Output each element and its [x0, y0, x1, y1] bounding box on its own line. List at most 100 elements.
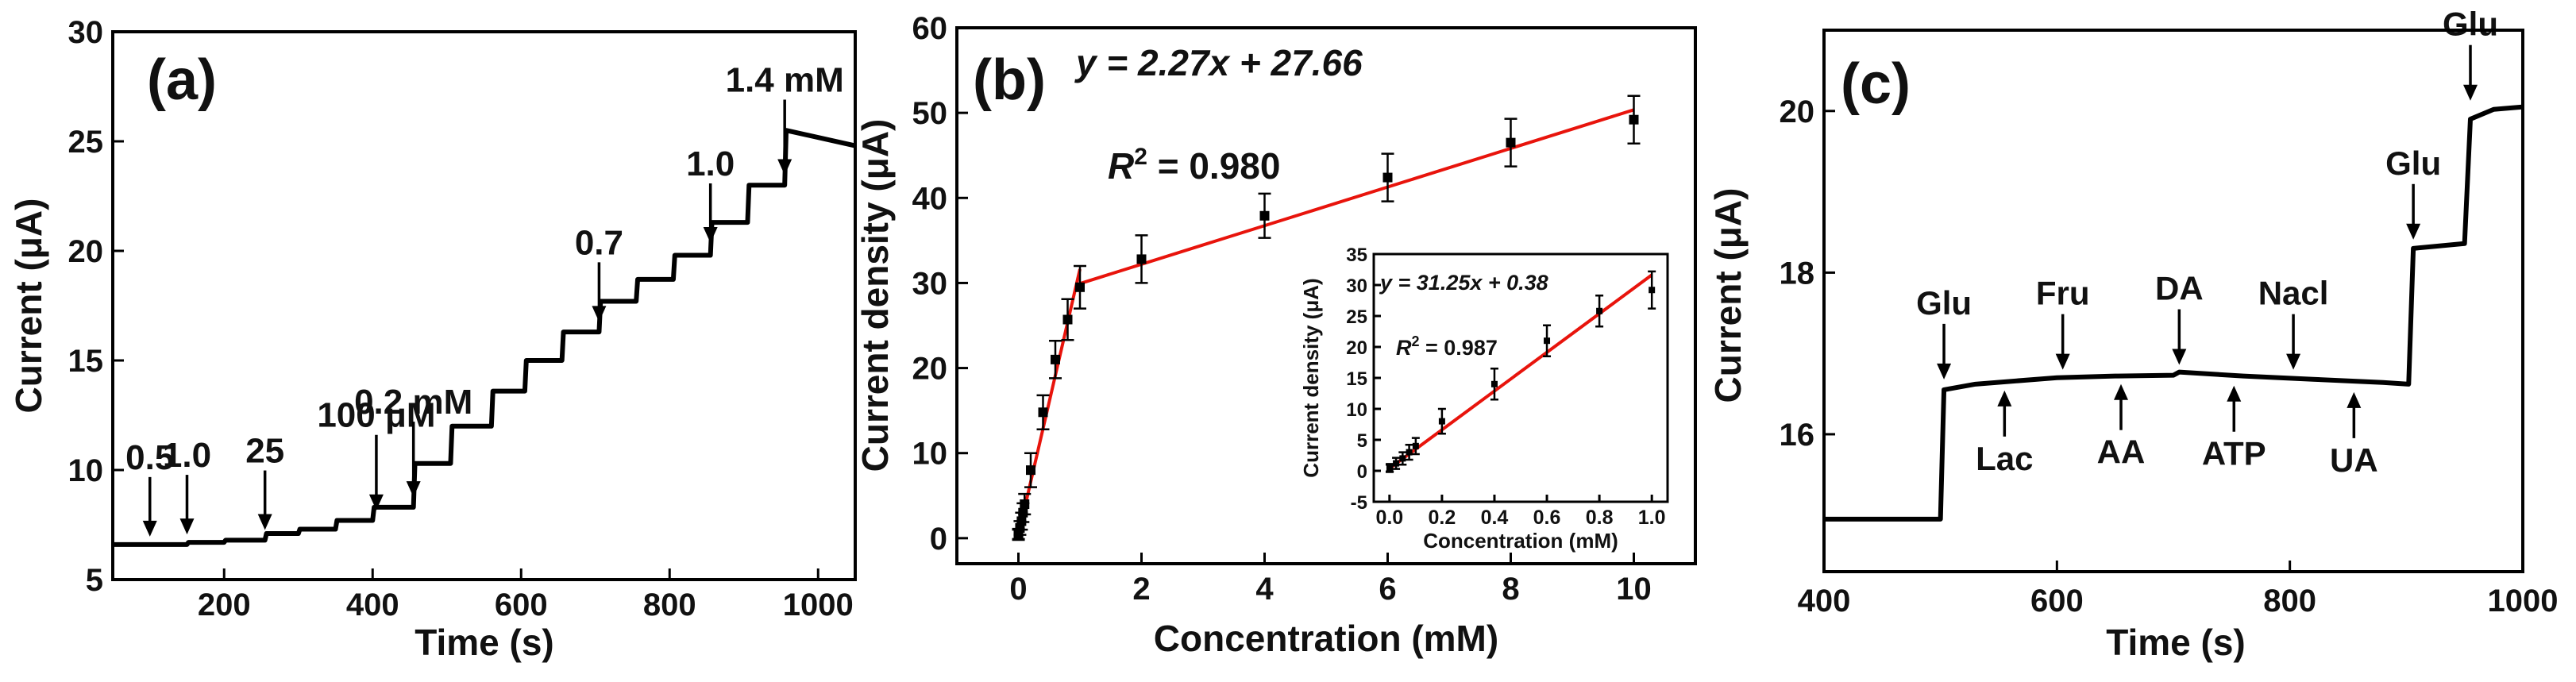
panel-c-x-tick-label: 800	[2263, 584, 2316, 618]
inset-fit-line	[1388, 273, 1653, 470]
panel-c-annotation: AA	[2097, 433, 2146, 471]
panel-b-x-tick-label: 2	[1132, 572, 1150, 607]
panel-c-annotation: Glu	[1916, 284, 1972, 322]
panel-c-annotation: ATP	[2202, 435, 2266, 472]
inset-r-squared: R2 = 0.987	[1396, 333, 1498, 360]
panel-c-x-axis-title: Time (s)	[2106, 622, 2246, 663]
panel-c-arrowhead	[2172, 349, 2187, 365]
panel-b-x-tick-label: 0	[1009, 572, 1027, 607]
inset-marks: 0.0 0.2 0.4 0.6 0.8 1.0 -5 0 5 10 15 20 25 30 35	[1346, 245, 1665, 529]
panel-b-y-tick-label: 50	[912, 96, 948, 131]
panel-a-arrowhead	[368, 494, 384, 511]
inset-x-tick-label: 0.8	[1586, 507, 1614, 529]
panel-c-arrowhead	[2406, 223, 2421, 240]
panel-b-x-tick-label: 6	[1379, 572, 1396, 607]
panel-c-annotation: DA	[2155, 270, 2204, 307]
panel-c-y-axis-title: Current (μA)	[1707, 188, 1749, 403]
panel-b-data-point	[1506, 137, 1516, 148]
panel-a-x-tick-label: 600	[495, 588, 548, 622]
panel-c-arrowhead	[2055, 353, 2070, 370]
panel-a-x-axis-title: Time (s)	[415, 622, 554, 663]
panel-a-current-trace	[113, 128, 856, 547]
panel-a-y-tick-label: 25	[68, 125, 104, 160]
inset-y-tick-label: 30	[1346, 275, 1367, 297]
panel-b-data-point	[1259, 210, 1270, 221]
panel-b-data-point	[1018, 507, 1028, 518]
inset-x-tick-label: 0.0	[1375, 507, 1403, 529]
panel-b-x-tick-label: 8	[1502, 572, 1519, 607]
panel-a-annotation: 25	[245, 432, 284, 471]
panel-c-marks: 400 600 800 1000 16 18 20 Glu Lac Fru AA DA ATP Nacl U…	[1780, 6, 2559, 618]
panel-b-y-tick-label: 40	[912, 181, 948, 216]
panel-a-y-tick-label: 20	[68, 234, 104, 269]
panel-b-y-tick-label: 20	[912, 352, 948, 387]
panel-c-arrowhead	[2227, 385, 2242, 402]
panel-a-annotation: 100 μM	[317, 396, 435, 435]
panel-c-arrowhead	[2463, 84, 2478, 101]
panel-c: 400 600 800 1000 16 18 20 Glu Lac Fru AA DA ATP Nacl U…	[1707, 6, 2558, 663]
panel-c-x-tick-label: 400	[1798, 584, 1851, 618]
panel-c-frame	[1822, 29, 2524, 573]
panel-c-label: (c)	[1841, 52, 1911, 116]
panel-b-data-point	[1075, 282, 1085, 292]
panel-b-r2-symbol: R	[1108, 145, 1134, 187]
panel-a-annotation: 0.7	[575, 223, 623, 262]
panel-c-annotation: Fru	[2036, 275, 2090, 312]
panel-b-x-axis-title: Concentration (mM)	[1154, 618, 1498, 659]
inset-y-tick-label: 0	[1357, 461, 1367, 483]
panel-b-fit-line	[1016, 268, 1082, 536]
panel-a-x-tick-label: 1000	[783, 588, 854, 622]
inset-x-axis-title: Concentration (mM)	[1423, 529, 1618, 553]
inset-r2-superscript: 2	[1412, 333, 1420, 349]
inset-y-tick-label: 20	[1346, 337, 1367, 359]
inset-x-tick-label: 0.6	[1533, 507, 1561, 529]
panel-b-data-point	[1051, 354, 1060, 364]
panel-a-x-tick-label: 400	[346, 588, 399, 622]
panel-c-y-tick-label: 16	[1780, 418, 1815, 453]
panel-a-arrowhead	[592, 306, 607, 322]
panel-b-data-point	[1629, 114, 1639, 125]
inset-data-point	[1649, 287, 1656, 294]
panel-b-r2-value: = 0.980	[1147, 145, 1281, 187]
panel-a-annotation: 0.5	[125, 438, 174, 477]
inset-fit-equation: y = 31.25x + 0.38	[1379, 271, 1548, 295]
panel-a-arrowhead	[179, 518, 195, 535]
panel-c-arrowhead	[2286, 353, 2301, 370]
inset-data-point	[1596, 307, 1603, 314]
inset-x-tick-label: 0.4	[1481, 507, 1509, 529]
panel-b-data-point	[1136, 254, 1147, 264]
panel-a-y-tick-label: 30	[68, 15, 104, 50]
panel-c-y-tick-label: 20	[1780, 94, 1815, 129]
panel-b-label: (b)	[973, 48, 1046, 112]
inset-data-point	[1438, 418, 1445, 425]
panel-c-y-tick-label: 18	[1780, 256, 1815, 291]
panel-b-y-tick-label: 10	[912, 437, 948, 472]
inset-y-tick-label: 25	[1346, 306, 1367, 328]
panel-b-fit-equation: y = 2.27x + 27.66	[1074, 42, 1363, 83]
panel-a-annotation: 1.4 mM	[726, 60, 844, 99]
panel-a-frame	[111, 30, 857, 581]
inset-data-point	[1393, 460, 1400, 467]
inset-r2-symbol: R	[1396, 336, 1412, 360]
panel-b-y-tick-label: 0	[930, 522, 947, 557]
panel-b-data-point	[1038, 407, 1048, 418]
panel-c-arrowhead	[1997, 390, 2012, 407]
panel-a-y-tick-label: 15	[68, 344, 104, 379]
panel-c-x-tick-label: 1000	[2488, 584, 2559, 618]
panel-a-arrowhead	[777, 159, 792, 175]
inset-data-point	[1406, 449, 1413, 456]
panel-c-annotation: Glu	[2385, 144, 2441, 182]
inset-y-tick-label: -5	[1351, 492, 1367, 514]
panel-a-arrowhead	[406, 481, 421, 498]
panel-a-arrowhead	[257, 514, 272, 530]
panel-b-frame	[955, 26, 1697, 565]
inset-y-tick-label: 10	[1346, 399, 1367, 421]
panel-c-annotation: Lac	[1976, 440, 2033, 477]
inset-data-point	[1399, 455, 1406, 462]
panel-a-y-axis-title: Current (μA)	[8, 198, 49, 414]
panel-b-y-axis-title: Current density (μA)	[854, 119, 896, 472]
panel-b-fit-line	[1079, 108, 1635, 286]
